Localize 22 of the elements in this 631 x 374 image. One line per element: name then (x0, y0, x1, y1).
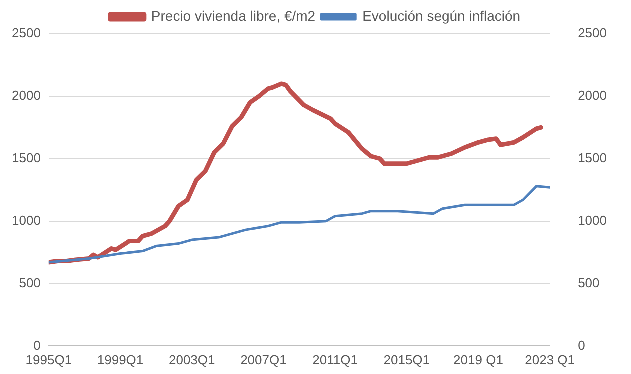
x-tick-label: 2023 Q1 (525, 352, 576, 368)
x-tick-label: 2007Q1 (240, 352, 287, 368)
y2-tick-label: 1000 (578, 212, 607, 228)
x-tick-label: 2011Q1 (312, 352, 358, 368)
y-tick-label: 1500 (12, 150, 41, 166)
legend-label: Precio vivienda libre, €/m2 (151, 8, 316, 24)
x-tick-label: 2003Q1 (168, 352, 216, 368)
y2-tick-label: 2000 (578, 88, 607, 104)
x-tick-label: 1999Q1 (97, 352, 144, 368)
y-tick-label: 500 (19, 275, 41, 290)
y2-tick-label: 0 (578, 338, 586, 353)
y-tick-label: 0 (34, 338, 41, 353)
legend-label: Evolución según inflación (362, 8, 521, 24)
y-tick-label: 2500 (12, 26, 41, 41)
x-tick-label: 1995Q1 (26, 352, 72, 368)
y-tick-label: 1000 (12, 212, 41, 228)
y2-tick-label: 2500 (578, 26, 607, 41)
x-tick-label: 2015Q1 (384, 352, 430, 368)
x-tick-label: 2019 Q1 (454, 352, 504, 368)
y-tick-label: 2000 (12, 88, 41, 104)
y2-tick-label: 1500 (578, 150, 607, 166)
y2-tick-label: 500 (578, 275, 600, 290)
